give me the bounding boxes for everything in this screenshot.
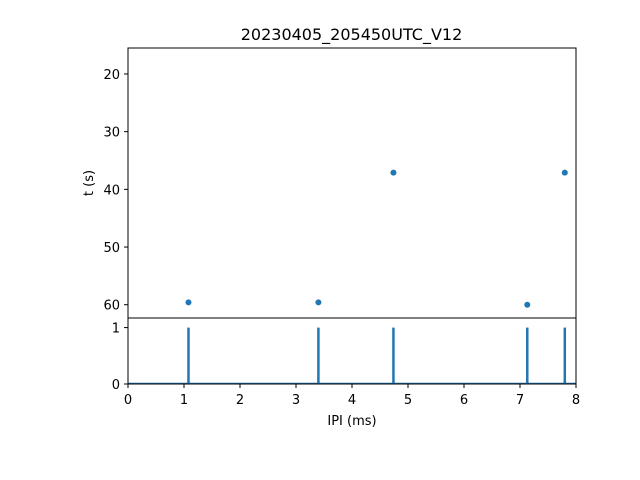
x-axis-label: IPI (ms) (327, 414, 376, 429)
ipi-x-tick-label: 2 (236, 393, 244, 408)
ipi-y-tick-label: 0 (112, 378, 120, 393)
ipi-x-ticks: 0 1 2 3 4 5 6 7 8 (124, 384, 580, 408)
chart-title: 20230405_205450UTC_V12 (241, 25, 463, 45)
scatter-point (524, 301, 531, 308)
ipi-x-tick-label: 0 (124, 393, 132, 408)
scatter-point (561, 169, 568, 176)
ipi-x-tick-label: 6 (460, 393, 468, 408)
scatter-y-tick-label: 60 (103, 299, 120, 314)
ipi-x-tick-label: 1 (180, 393, 188, 408)
ipi-y-ticks: 01 (112, 322, 128, 393)
scatter-point (390, 169, 397, 176)
ipi-y-tick-label: 1 (112, 322, 120, 337)
scatter-y-tick-label: 50 (103, 241, 120, 256)
ipi-axes-frame (127, 317, 577, 385)
scatter-axes-frame (127, 47, 577, 319)
ipi-spikes (187, 327, 567, 384)
scatter-point (315, 299, 322, 306)
scatter-points (185, 169, 568, 308)
ipi-x-tick-label: 8 (572, 393, 580, 408)
ipi-x-tick-label: 3 (292, 393, 300, 408)
y-axis-label: t (s) (82, 170, 97, 196)
scatter-y-tick-label: 20 (103, 68, 120, 83)
scatter-y-tick-label: 30 (103, 126, 120, 141)
scatter-y-tick-label: 40 (103, 183, 120, 198)
ipi-x-tick-label: 4 (348, 393, 356, 408)
scatter-panel: 20 30 40 50 60 t (s) (82, 47, 577, 319)
scatter-y-ticks: 20 30 40 50 60 (103, 68, 128, 314)
ipi-x-tick-label: 7 (516, 393, 524, 408)
scatter-point (185, 299, 192, 306)
ipi-x-tick-label: 5 (404, 393, 412, 408)
